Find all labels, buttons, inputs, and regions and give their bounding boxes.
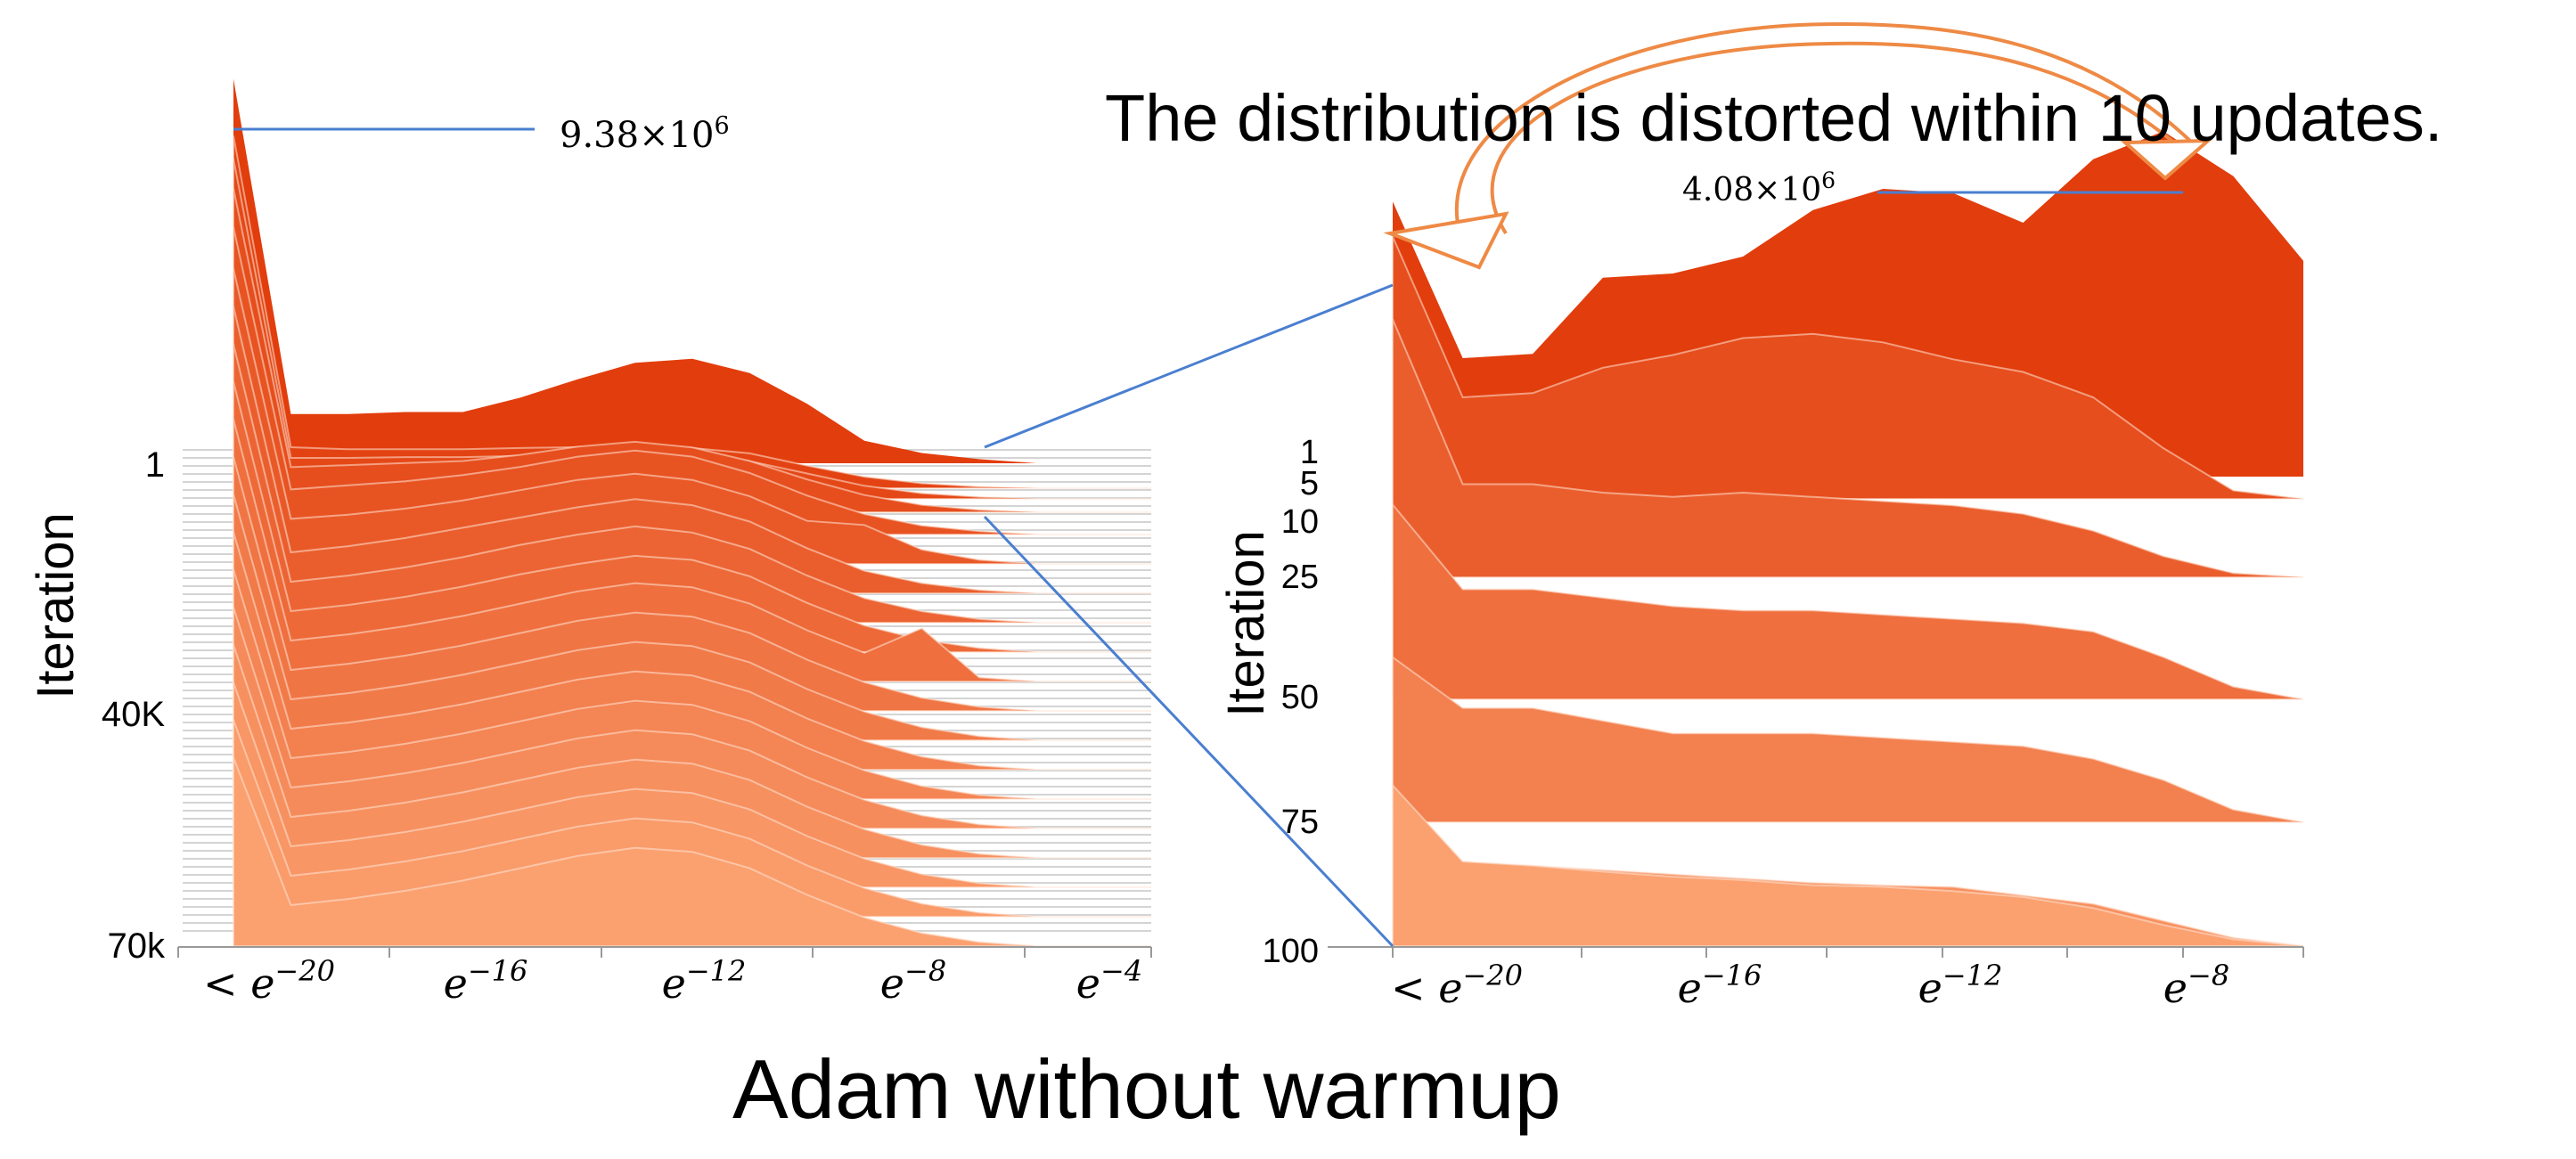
distortion-arrow xyxy=(1383,21,2213,270)
right-peak-exp: 6 xyxy=(1821,167,1836,193)
left-y-axis-label: Iteration xyxy=(27,512,85,699)
figure-caption: Adam without warmup xyxy=(732,1042,1561,1136)
tick-base: < e xyxy=(1391,964,1462,1012)
right-y-axis-label: Iteration xyxy=(1217,530,1275,717)
tick-exp: −20 xyxy=(1462,959,1523,992)
left-x-tick-label: < e−20 xyxy=(203,954,335,1008)
right-x-tick-label: e−12 xyxy=(1918,959,2003,1012)
tick-exp: −16 xyxy=(1702,959,1762,992)
ridge-right-100 xyxy=(1392,782,2304,947)
ridge-right-5 xyxy=(1392,236,2304,500)
tick-base: e xyxy=(1678,964,1702,1012)
left-y-tick-label: 40K xyxy=(102,695,165,734)
tick-base: e xyxy=(662,959,686,1008)
right-y-tick-label: 5 xyxy=(1300,465,1319,502)
tick-base: e xyxy=(2163,964,2188,1012)
left-y-tick-label: 70k xyxy=(108,926,166,966)
right-y-tick-label: 25 xyxy=(1281,559,1319,596)
tick-base: e xyxy=(1076,959,1100,1008)
ridge-right-25 xyxy=(1392,502,2304,700)
tick-exp: −20 xyxy=(274,954,335,988)
left-x-tick-label: e−16 xyxy=(444,954,528,1008)
left-x-tick-label: e−4 xyxy=(1076,954,1142,1008)
left-ridgeline-plot xyxy=(233,78,1151,947)
left-y-tick-label: 1 xyxy=(145,445,165,485)
ridge-left-30K xyxy=(233,456,1151,712)
left-x-tick-label: e−8 xyxy=(880,954,946,1008)
right-y-tick-label: 100 xyxy=(1263,933,1319,970)
tick-exp: −12 xyxy=(1942,959,2003,992)
ridge-right-50 xyxy=(1392,655,2304,823)
left-peak-exp: 6 xyxy=(714,112,729,140)
right-y-tick-label: 1 xyxy=(1300,434,1319,471)
ridge-left-60K xyxy=(233,682,1151,888)
tick-base: e xyxy=(1918,964,1942,1012)
left-x-tick-label: e−12 xyxy=(662,954,747,1008)
right-peak-mantissa: 4.08×10 xyxy=(1682,172,1821,208)
tick-exp: −12 xyxy=(686,954,747,988)
right-x-tick-label: e−16 xyxy=(1678,959,1762,1012)
right-peak-label: 4.08×106 xyxy=(1682,167,1836,209)
right-ridgeline-plot xyxy=(1392,131,2304,947)
ridge-left-55K xyxy=(233,644,1151,859)
tick-base: e xyxy=(444,959,468,1008)
annotation-text: The distribution is distorted within 10 … xyxy=(1105,81,2442,155)
ridge-left-40 xyxy=(233,226,1151,535)
tick-exp: −16 xyxy=(468,954,528,988)
tick-exp: −4 xyxy=(1100,954,1142,988)
tick-exp: −8 xyxy=(904,954,946,988)
zoom-connector-top xyxy=(984,283,1394,449)
ridge-left-1 xyxy=(233,78,1151,463)
right-x-tick-label: < e−20 xyxy=(1391,959,1523,1012)
ridge-left-20 xyxy=(233,188,1151,513)
left-peak-label: 9.38×106 xyxy=(560,112,730,157)
ridge-left-50K xyxy=(233,607,1151,829)
right-y-tick-label: 50 xyxy=(1281,679,1319,716)
right-x-tick-label: e−8 xyxy=(2163,959,2229,1012)
ridge-left-35K xyxy=(233,494,1151,741)
left-peak-mantissa: 9.38×10 xyxy=(560,115,714,156)
zoom-connector-bottom xyxy=(983,515,1394,948)
ridge-left-40K xyxy=(233,531,1151,771)
ridge-left-45K xyxy=(233,569,1151,800)
ridge-left-25K xyxy=(233,419,1151,682)
ridge-left-65K xyxy=(233,719,1151,918)
ridge-right-10 xyxy=(1392,318,2304,578)
tick-base: e xyxy=(880,959,904,1008)
tick-base: < e xyxy=(203,959,274,1008)
right-y-tick-label: 10 xyxy=(1281,503,1319,541)
tick-exp: −8 xyxy=(2188,959,2229,992)
